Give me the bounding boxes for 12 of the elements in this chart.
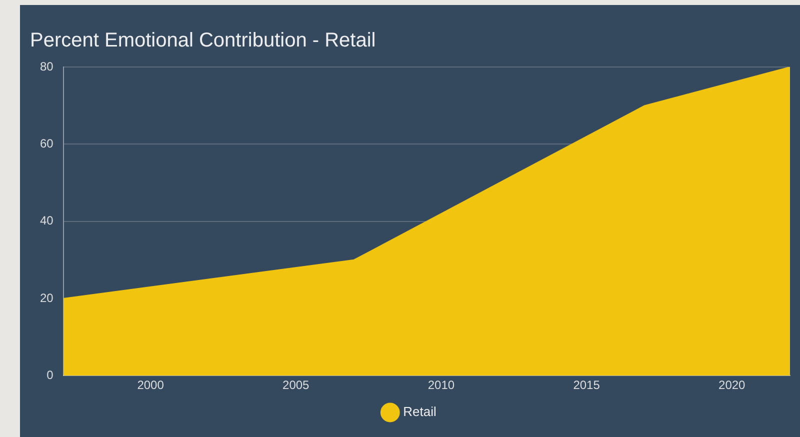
y-tick-label: 0 bbox=[46, 368, 54, 382]
x-tick-label: 2010 bbox=[428, 378, 455, 392]
y-tick-label: 20 bbox=[40, 290, 54, 305]
y-tick-label: 40 bbox=[40, 214, 54, 228]
x-tick-label: 2015 bbox=[573, 378, 600, 392]
chart-title: Percent Emotional Contribution - Retail bbox=[30, 30, 376, 52]
y-tick-label: 80 bbox=[40, 59, 54, 74]
legend-label: Retail bbox=[403, 404, 436, 420]
x-tick-label: 2005 bbox=[282, 378, 310, 392]
x-tick-label: 2020 bbox=[718, 378, 746, 392]
x-tick-label: 2000 bbox=[137, 378, 164, 392]
y-tick-label: 60 bbox=[40, 136, 54, 150]
